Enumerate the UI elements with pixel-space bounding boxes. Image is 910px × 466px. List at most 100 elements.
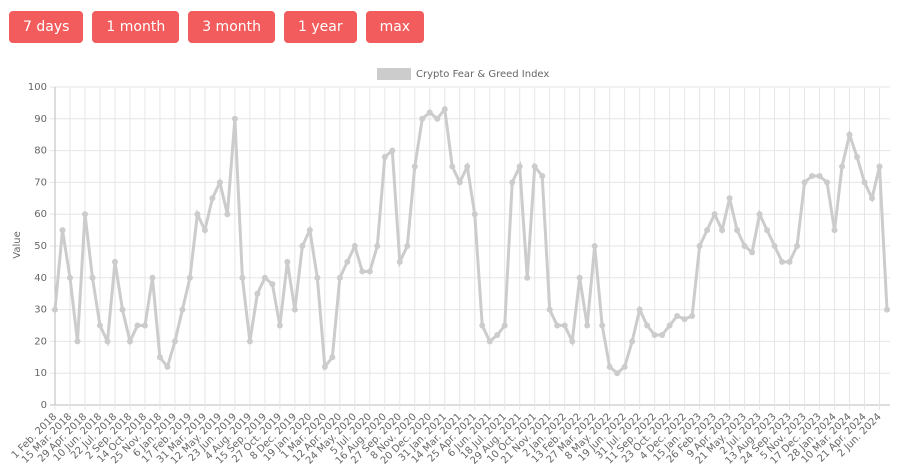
point <box>786 258 793 265</box>
legend-label: Crypto Fear & Greed Index <box>416 69 549 80</box>
point <box>839 163 846 170</box>
point <box>591 243 598 249</box>
point <box>749 249 756 256</box>
point <box>876 163 883 170</box>
point <box>561 322 568 329</box>
y-axis-title: Value <box>12 231 23 258</box>
point <box>261 274 268 281</box>
y-tick-label: 100 <box>28 82 47 93</box>
point <box>366 268 373 275</box>
point <box>666 322 673 329</box>
point <box>179 306 186 313</box>
range-button[interactable]: 3 month <box>188 11 275 43</box>
point <box>884 306 890 313</box>
point <box>134 322 141 329</box>
point <box>276 322 283 329</box>
point <box>509 179 516 186</box>
range-buttons: 7 days 1 month 3 month 1 year max <box>9 11 425 43</box>
point <box>194 211 201 218</box>
point <box>449 163 456 170</box>
point <box>854 153 861 160</box>
point <box>291 306 298 313</box>
point <box>81 211 88 218</box>
point <box>696 243 703 249</box>
y-tick-label: 0 <box>41 400 47 411</box>
point <box>321 363 328 370</box>
point <box>52 306 58 313</box>
point <box>464 163 471 170</box>
point <box>74 338 81 345</box>
point <box>149 274 156 281</box>
point <box>359 268 366 275</box>
point <box>119 306 126 313</box>
point <box>704 227 711 234</box>
range-button[interactable]: 1 month <box>92 11 180 43</box>
point <box>681 316 688 323</box>
point <box>471 211 478 218</box>
point <box>524 274 531 281</box>
point <box>186 274 193 281</box>
point <box>809 173 816 180</box>
point <box>396 258 403 265</box>
point <box>734 227 741 234</box>
point <box>66 274 73 281</box>
point <box>614 370 621 377</box>
point <box>846 131 853 138</box>
point <box>156 354 163 361</box>
point <box>651 332 658 339</box>
point <box>779 258 786 265</box>
point <box>636 306 643 313</box>
point <box>246 338 253 345</box>
point <box>411 163 418 170</box>
point <box>569 338 576 345</box>
point <box>216 179 223 186</box>
y-tick-label: 40 <box>34 273 47 284</box>
point <box>674 312 681 319</box>
point <box>404 243 411 249</box>
point <box>104 338 111 345</box>
point <box>419 115 426 122</box>
y-tick-label: 90 <box>34 114 47 125</box>
point <box>201 227 208 234</box>
point <box>756 211 763 218</box>
point <box>351 243 358 249</box>
point <box>689 312 696 319</box>
point <box>374 243 381 249</box>
point <box>576 274 583 281</box>
range-button[interactable]: 1 year <box>284 11 357 43</box>
point <box>336 274 343 281</box>
y-tick-label: 80 <box>34 146 47 157</box>
point <box>546 306 553 313</box>
point <box>284 258 291 265</box>
point <box>389 147 396 154</box>
point <box>344 258 351 265</box>
range-button[interactable]: max <box>365 11 425 43</box>
point <box>209 195 216 202</box>
point <box>764 227 771 234</box>
point <box>329 354 336 361</box>
point <box>456 179 463 186</box>
point <box>111 258 118 265</box>
point <box>479 322 486 329</box>
point <box>269 281 276 288</box>
point <box>89 274 96 281</box>
point <box>869 195 876 202</box>
range-button[interactable]: 7 days <box>9 11 84 43</box>
point <box>224 211 231 218</box>
y-tick-label: 50 <box>34 241 47 252</box>
y-tick-label: 30 <box>34 305 47 316</box>
point <box>441 106 448 113</box>
point <box>126 338 133 345</box>
series-line <box>53 105 889 376</box>
point <box>554 322 561 329</box>
y-tick-label: 60 <box>34 209 47 220</box>
point <box>299 243 306 249</box>
point <box>726 195 733 202</box>
legend-swatch <box>377 68 411 80</box>
point <box>621 363 628 370</box>
point <box>824 179 831 186</box>
point <box>711 211 718 218</box>
point <box>516 163 523 170</box>
point <box>59 227 66 234</box>
point <box>606 363 613 370</box>
